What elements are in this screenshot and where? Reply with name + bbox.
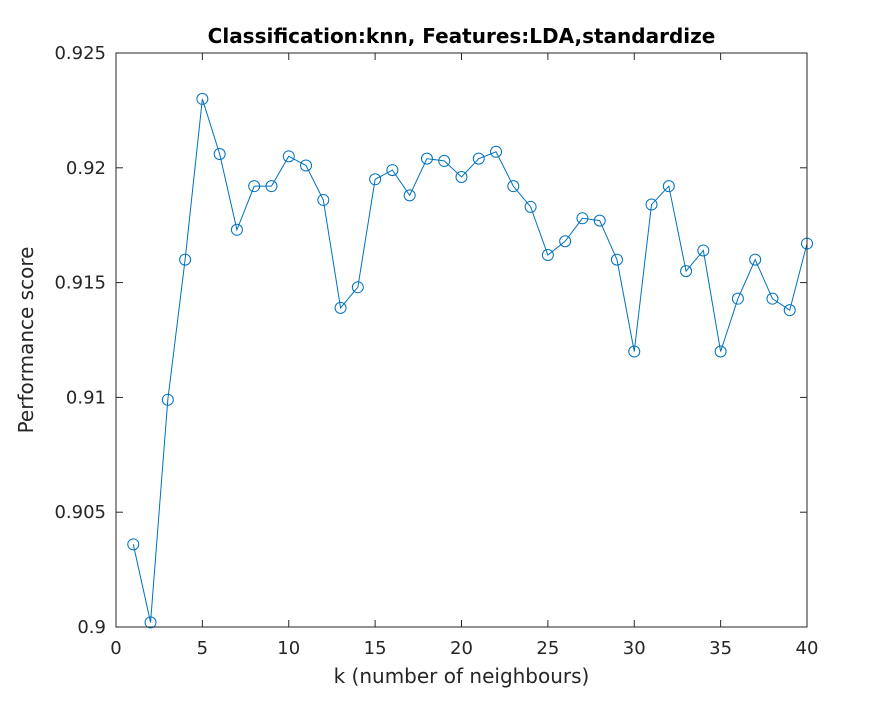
data-point [749, 253, 762, 266]
y-tick-label: 0.92 [66, 158, 106, 179]
data-point [610, 253, 623, 266]
x-tick-label: 10 [277, 638, 300, 659]
x-axis-label: k (number of neighbours) [334, 664, 590, 688]
series-line [132, 98, 808, 623]
data-point [403, 189, 416, 202]
y-tick-label: 0.925 [54, 43, 106, 64]
x-tick-label: 15 [364, 638, 387, 659]
x-tick-label: 20 [450, 638, 473, 659]
x-tick-label: 5 [197, 638, 208, 659]
data-point [559, 235, 572, 248]
data-point [420, 152, 433, 165]
data-point [179, 253, 192, 266]
data-point [714, 345, 727, 358]
y-tick-label: 0.915 [54, 273, 106, 294]
y-tick-label: 0.91 [66, 387, 106, 408]
data-point [731, 292, 744, 305]
data-point [161, 393, 174, 406]
data-point [248, 180, 261, 193]
data-point [541, 249, 554, 262]
data-point [524, 200, 537, 213]
y-tick-label: 0.9 [77, 617, 106, 638]
data-point [196, 92, 209, 105]
data-point [628, 345, 641, 358]
data-point [213, 148, 226, 161]
data-point [300, 159, 313, 172]
x-tick-label: 30 [623, 638, 646, 659]
data-point [386, 164, 399, 177]
data-point [230, 223, 243, 236]
x-tick-label: 40 [796, 638, 819, 659]
data-point [334, 301, 347, 314]
data-point [438, 154, 451, 167]
x-tick-label: 0 [110, 638, 121, 659]
data-point [127, 538, 140, 551]
x-tick-label: 25 [536, 638, 559, 659]
plot-layer [127, 92, 813, 629]
data-point [282, 150, 295, 163]
y-axis-label: Performance score [14, 247, 38, 434]
data-point [369, 173, 382, 186]
data-point [645, 198, 658, 211]
plot-background [116, 53, 807, 627]
data-point [144, 616, 157, 629]
data-point [351, 281, 364, 294]
data-point [593, 214, 606, 227]
data-point [766, 292, 779, 305]
data-point [697, 244, 710, 257]
data-point [507, 180, 520, 193]
x-tick-label: 35 [709, 638, 732, 659]
data-point [662, 180, 675, 193]
tick-layer: 0 5 10 15 20 25 30 35 40 0.9 0.905 0.91 0.915 0.92 0.9… [54, 43, 818, 659]
y-tick-label: 0.905 [54, 502, 106, 523]
data-point [783, 304, 796, 317]
data-point [455, 170, 468, 183]
data-point [265, 180, 278, 193]
data-point [576, 212, 589, 225]
chart-title: Classification:knn, Features:LDA,standar… [208, 24, 716, 48]
data-point [680, 265, 693, 278]
data-point [317, 193, 330, 206]
data-point [472, 152, 485, 165]
plot-border [115, 52, 808, 628]
data-point [490, 145, 503, 158]
